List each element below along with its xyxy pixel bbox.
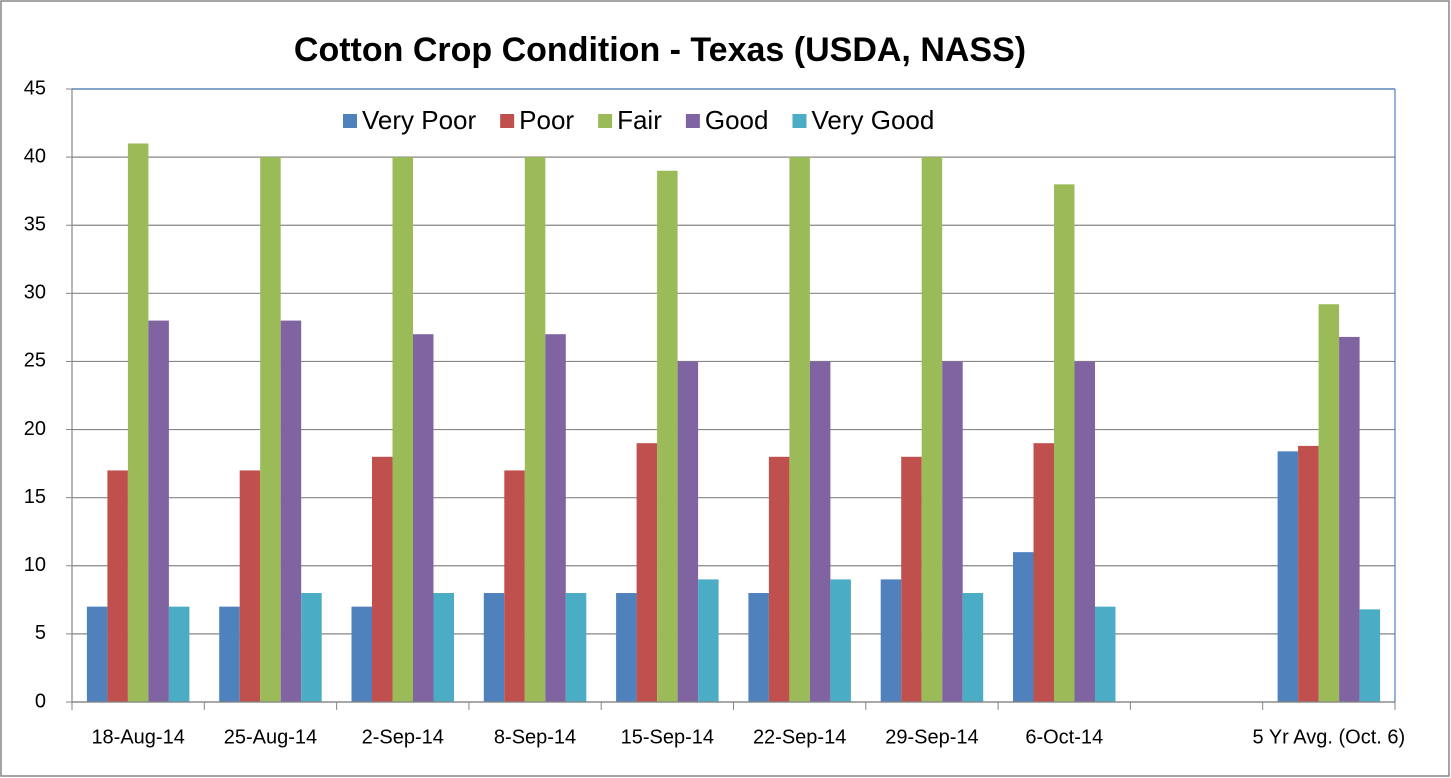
bar — [1013, 552, 1034, 702]
bar — [280, 320, 302, 702]
bar — [962, 593, 984, 702]
bar — [219, 606, 240, 702]
y-tick-label: 35 — [24, 214, 46, 236]
bar — [1033, 443, 1054, 702]
y-tick-label: 30 — [24, 282, 46, 304]
y-tick-label: 10 — [24, 554, 46, 576]
legend-label: Poor — [519, 105, 574, 135]
bar — [392, 157, 413, 703]
x-tick-label: 6-Oct-14 — [1025, 726, 1103, 748]
x-tick-label: 2-Sep-14 — [362, 726, 444, 748]
legend-label: Very Poor — [362, 105, 477, 135]
legend-swatch — [343, 114, 357, 128]
legend-label: Fair — [617, 105, 662, 135]
bar — [616, 593, 637, 702]
bar — [168, 606, 190, 702]
x-tick-label: 18-Aug-14 — [91, 726, 184, 748]
bar — [880, 579, 902, 702]
y-tick-label: 40 — [24, 145, 46, 167]
bar — [1074, 361, 1095, 702]
y-tick-label: 25 — [24, 350, 46, 372]
legend-swatch — [792, 114, 807, 128]
y-tick-label: 45 — [24, 77, 46, 99]
bar — [636, 443, 658, 702]
bar — [148, 320, 169, 702]
bar — [351, 606, 372, 702]
bar — [748, 593, 769, 702]
bar — [565, 593, 587, 702]
y-tick-label: 0 — [35, 690, 46, 712]
bar — [1277, 451, 1299, 702]
bar — [768, 456, 790, 702]
legend-label: Good — [705, 105, 769, 135]
bar — [1339, 336, 1360, 702]
bar — [524, 157, 546, 703]
bar — [107, 470, 128, 702]
y-tick-label: 20 — [24, 418, 46, 440]
bar — [657, 170, 678, 702]
bar — [433, 593, 454, 702]
bar — [942, 361, 963, 702]
legend-label: Very Good — [811, 105, 934, 135]
bar — [1095, 606, 1116, 702]
bar — [260, 157, 281, 703]
bar — [372, 456, 393, 702]
bar — [1359, 609, 1381, 702]
legend-swatch — [500, 114, 515, 128]
legend-swatch — [598, 114, 613, 128]
bar — [789, 157, 810, 703]
bar — [698, 579, 719, 702]
x-tick-label: 22-Sep-14 — [753, 726, 846, 748]
bar — [921, 157, 943, 703]
bar — [809, 361, 831, 702]
x-tick-label: 15-Sep-14 — [621, 726, 714, 748]
x-tick-label: 25-Aug-14 — [224, 726, 317, 748]
bar — [1054, 184, 1075, 702]
bar — [830, 579, 851, 702]
x-tick-label: 8-Sep-14 — [494, 726, 576, 748]
y-tick-label: 15 — [24, 486, 46, 508]
x-tick-label: 5 Yr Avg. (Oct. 6) — [1253, 726, 1406, 748]
bar — [1318, 304, 1340, 702]
bar — [239, 470, 261, 702]
legend-swatch — [685, 114, 700, 128]
bar — [86, 606, 108, 702]
x-tick-label: 29-Sep-14 — [885, 726, 978, 748]
bar — [413, 334, 434, 702]
bar — [301, 593, 322, 702]
bar — [677, 361, 699, 702]
chart-title: Cotton Crop Condition - Texas (USDA, NAS… — [294, 31, 1026, 69]
bar — [545, 334, 566, 702]
bar — [483, 593, 505, 702]
bar — [901, 456, 922, 702]
bar — [1298, 445, 1319, 702]
bar — [127, 143, 149, 702]
bar — [504, 470, 525, 702]
y-tick-label: 5 — [35, 622, 46, 644]
